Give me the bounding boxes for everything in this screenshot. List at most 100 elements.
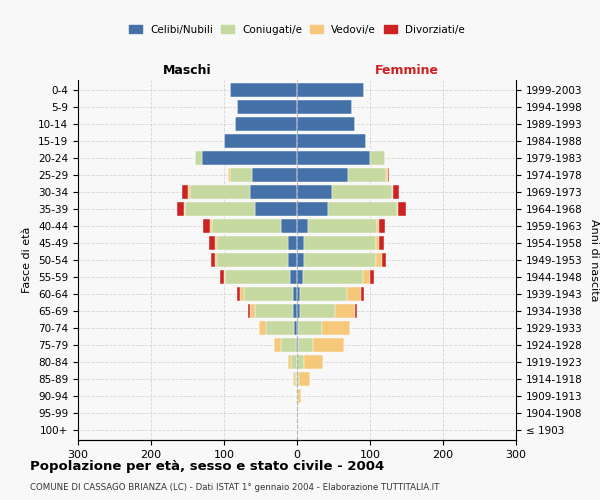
Bar <box>297 389 298 402</box>
Bar <box>303 270 362 284</box>
Bar <box>217 253 288 267</box>
Bar <box>215 236 217 250</box>
Bar <box>293 287 297 301</box>
Y-axis label: Anni di nascita: Anni di nascita <box>589 219 599 301</box>
Bar <box>398 202 406 216</box>
Bar <box>297 152 370 165</box>
Bar <box>304 253 376 267</box>
Bar <box>254 202 297 216</box>
Bar <box>266 321 294 334</box>
Bar <box>382 253 386 267</box>
Bar <box>293 304 297 318</box>
Bar <box>212 219 281 233</box>
Bar <box>287 355 291 368</box>
Bar <box>297 168 348 182</box>
Bar <box>224 134 297 148</box>
Bar <box>297 321 298 334</box>
Bar <box>313 338 344 351</box>
Bar <box>185 202 254 216</box>
Bar <box>297 253 304 267</box>
Bar <box>296 389 297 402</box>
Bar <box>230 168 252 182</box>
Bar <box>335 304 355 318</box>
Bar <box>176 202 184 216</box>
Text: Maschi: Maschi <box>163 64 212 76</box>
Bar <box>298 338 313 351</box>
Bar <box>298 389 301 402</box>
Bar <box>248 304 250 318</box>
Bar <box>195 152 202 165</box>
Bar <box>202 152 297 165</box>
Bar <box>297 236 304 250</box>
Bar <box>297 287 300 301</box>
Bar <box>237 100 297 114</box>
Bar <box>297 118 355 131</box>
Bar <box>355 304 357 318</box>
Y-axis label: Fasce di età: Fasce di età <box>22 227 32 293</box>
Bar <box>217 236 288 250</box>
Bar <box>288 236 297 250</box>
Bar <box>297 355 304 368</box>
Bar <box>296 338 297 351</box>
Text: Popolazione per età, sesso e stato civile - 2004: Popolazione per età, sesso e stato civil… <box>30 460 384 473</box>
Bar <box>297 219 308 233</box>
Bar <box>304 236 376 250</box>
Bar <box>322 321 350 334</box>
Bar <box>392 186 394 199</box>
Bar <box>376 253 382 267</box>
Bar <box>308 219 377 233</box>
Bar <box>182 186 188 199</box>
Bar <box>361 287 364 301</box>
Bar <box>397 202 398 216</box>
Bar <box>211 253 215 267</box>
Bar <box>293 372 295 386</box>
Bar <box>281 338 296 351</box>
Bar <box>328 202 397 216</box>
Bar <box>300 304 335 318</box>
Bar <box>250 304 256 318</box>
Bar <box>297 100 352 114</box>
Bar <box>347 287 361 301</box>
Bar <box>297 338 298 351</box>
Bar <box>297 304 300 318</box>
Bar <box>220 270 224 284</box>
Bar <box>281 219 297 233</box>
Bar <box>226 270 290 284</box>
Bar <box>240 287 244 301</box>
Bar <box>274 338 281 351</box>
Bar <box>388 168 389 182</box>
Bar <box>297 270 303 284</box>
Bar <box>237 287 240 301</box>
Bar <box>250 186 297 199</box>
Bar <box>299 372 310 386</box>
Legend: Celibi/Nubili, Coniugati/e, Vedovi/e, Divorziati/e: Celibi/Nubili, Coniugati/e, Vedovi/e, Di… <box>125 20 469 38</box>
Bar <box>379 236 384 250</box>
Bar <box>300 287 347 301</box>
Bar <box>209 236 215 250</box>
Bar <box>386 168 388 182</box>
Bar <box>297 406 298 419</box>
Bar <box>297 202 328 216</box>
Bar <box>394 186 399 199</box>
Bar <box>235 118 297 131</box>
Text: COMUNE DI CASSAGO BRIANZA (LC) - Dati ISTAT 1° gennaio 2004 - Elaborazione TUTTI: COMUNE DI CASSAGO BRIANZA (LC) - Dati IS… <box>30 483 439 492</box>
Bar <box>332 186 392 199</box>
Bar <box>244 287 293 301</box>
Bar <box>304 355 323 368</box>
Bar <box>224 270 226 284</box>
Bar <box>215 253 217 267</box>
Bar <box>377 219 379 233</box>
Bar <box>291 355 297 368</box>
Bar <box>288 253 297 267</box>
Bar <box>230 84 297 97</box>
Bar <box>295 372 297 386</box>
Bar <box>210 219 212 233</box>
Bar <box>297 372 299 386</box>
Bar <box>362 270 370 284</box>
Bar <box>256 304 293 318</box>
Bar <box>297 186 332 199</box>
Bar <box>229 168 230 182</box>
Bar <box>294 321 297 334</box>
Bar <box>290 270 297 284</box>
Bar <box>370 152 385 165</box>
